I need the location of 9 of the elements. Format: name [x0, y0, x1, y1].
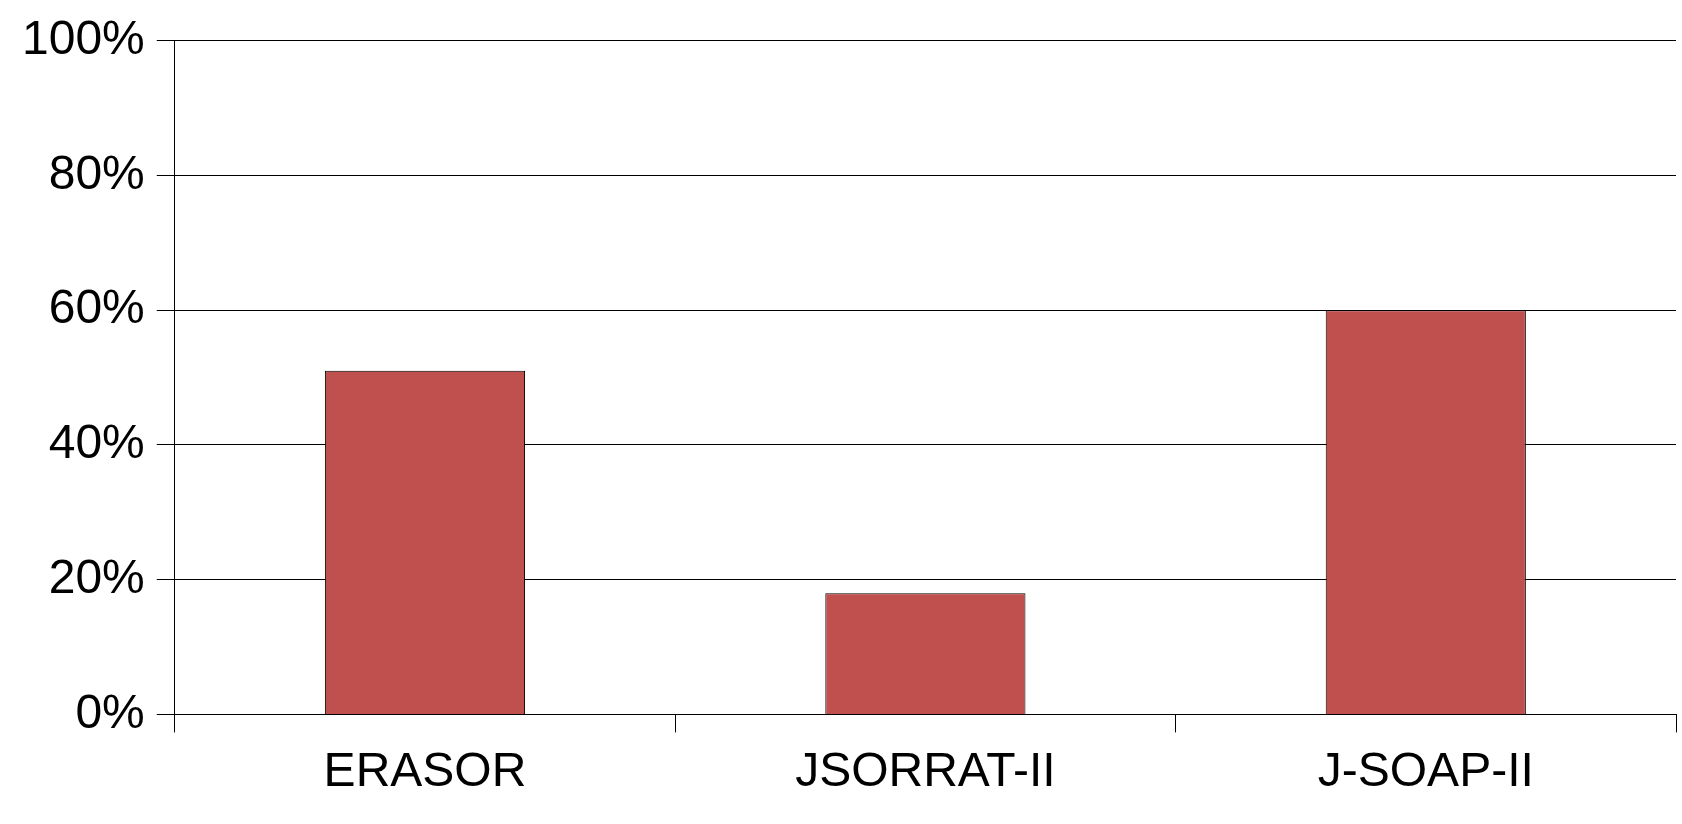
y-tick-label: 20%: [48, 549, 145, 603]
x-tick-label: JSORRAT-II: [795, 743, 1056, 797]
x-tick-label: J-SOAP-II: [1317, 743, 1534, 797]
y-tick-label: 80%: [48, 145, 145, 199]
y-tick-label: 100%: [22, 11, 145, 65]
x-tick-label: ERASOR: [323, 743, 527, 797]
y-tick-label: 0%: [75, 684, 145, 738]
y-tick-label: 60%: [48, 280, 145, 334]
y-tick-label: 40%: [48, 415, 145, 469]
